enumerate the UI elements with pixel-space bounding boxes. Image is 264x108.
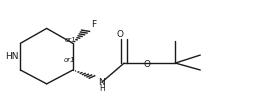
- Text: F: F: [91, 20, 96, 29]
- Text: O: O: [143, 60, 150, 69]
- Text: or1: or1: [63, 57, 75, 63]
- Text: N: N: [98, 78, 105, 87]
- Text: O: O: [116, 30, 123, 39]
- Text: or1: or1: [65, 37, 77, 43]
- Text: HN: HN: [5, 52, 18, 61]
- Text: H: H: [99, 84, 105, 93]
